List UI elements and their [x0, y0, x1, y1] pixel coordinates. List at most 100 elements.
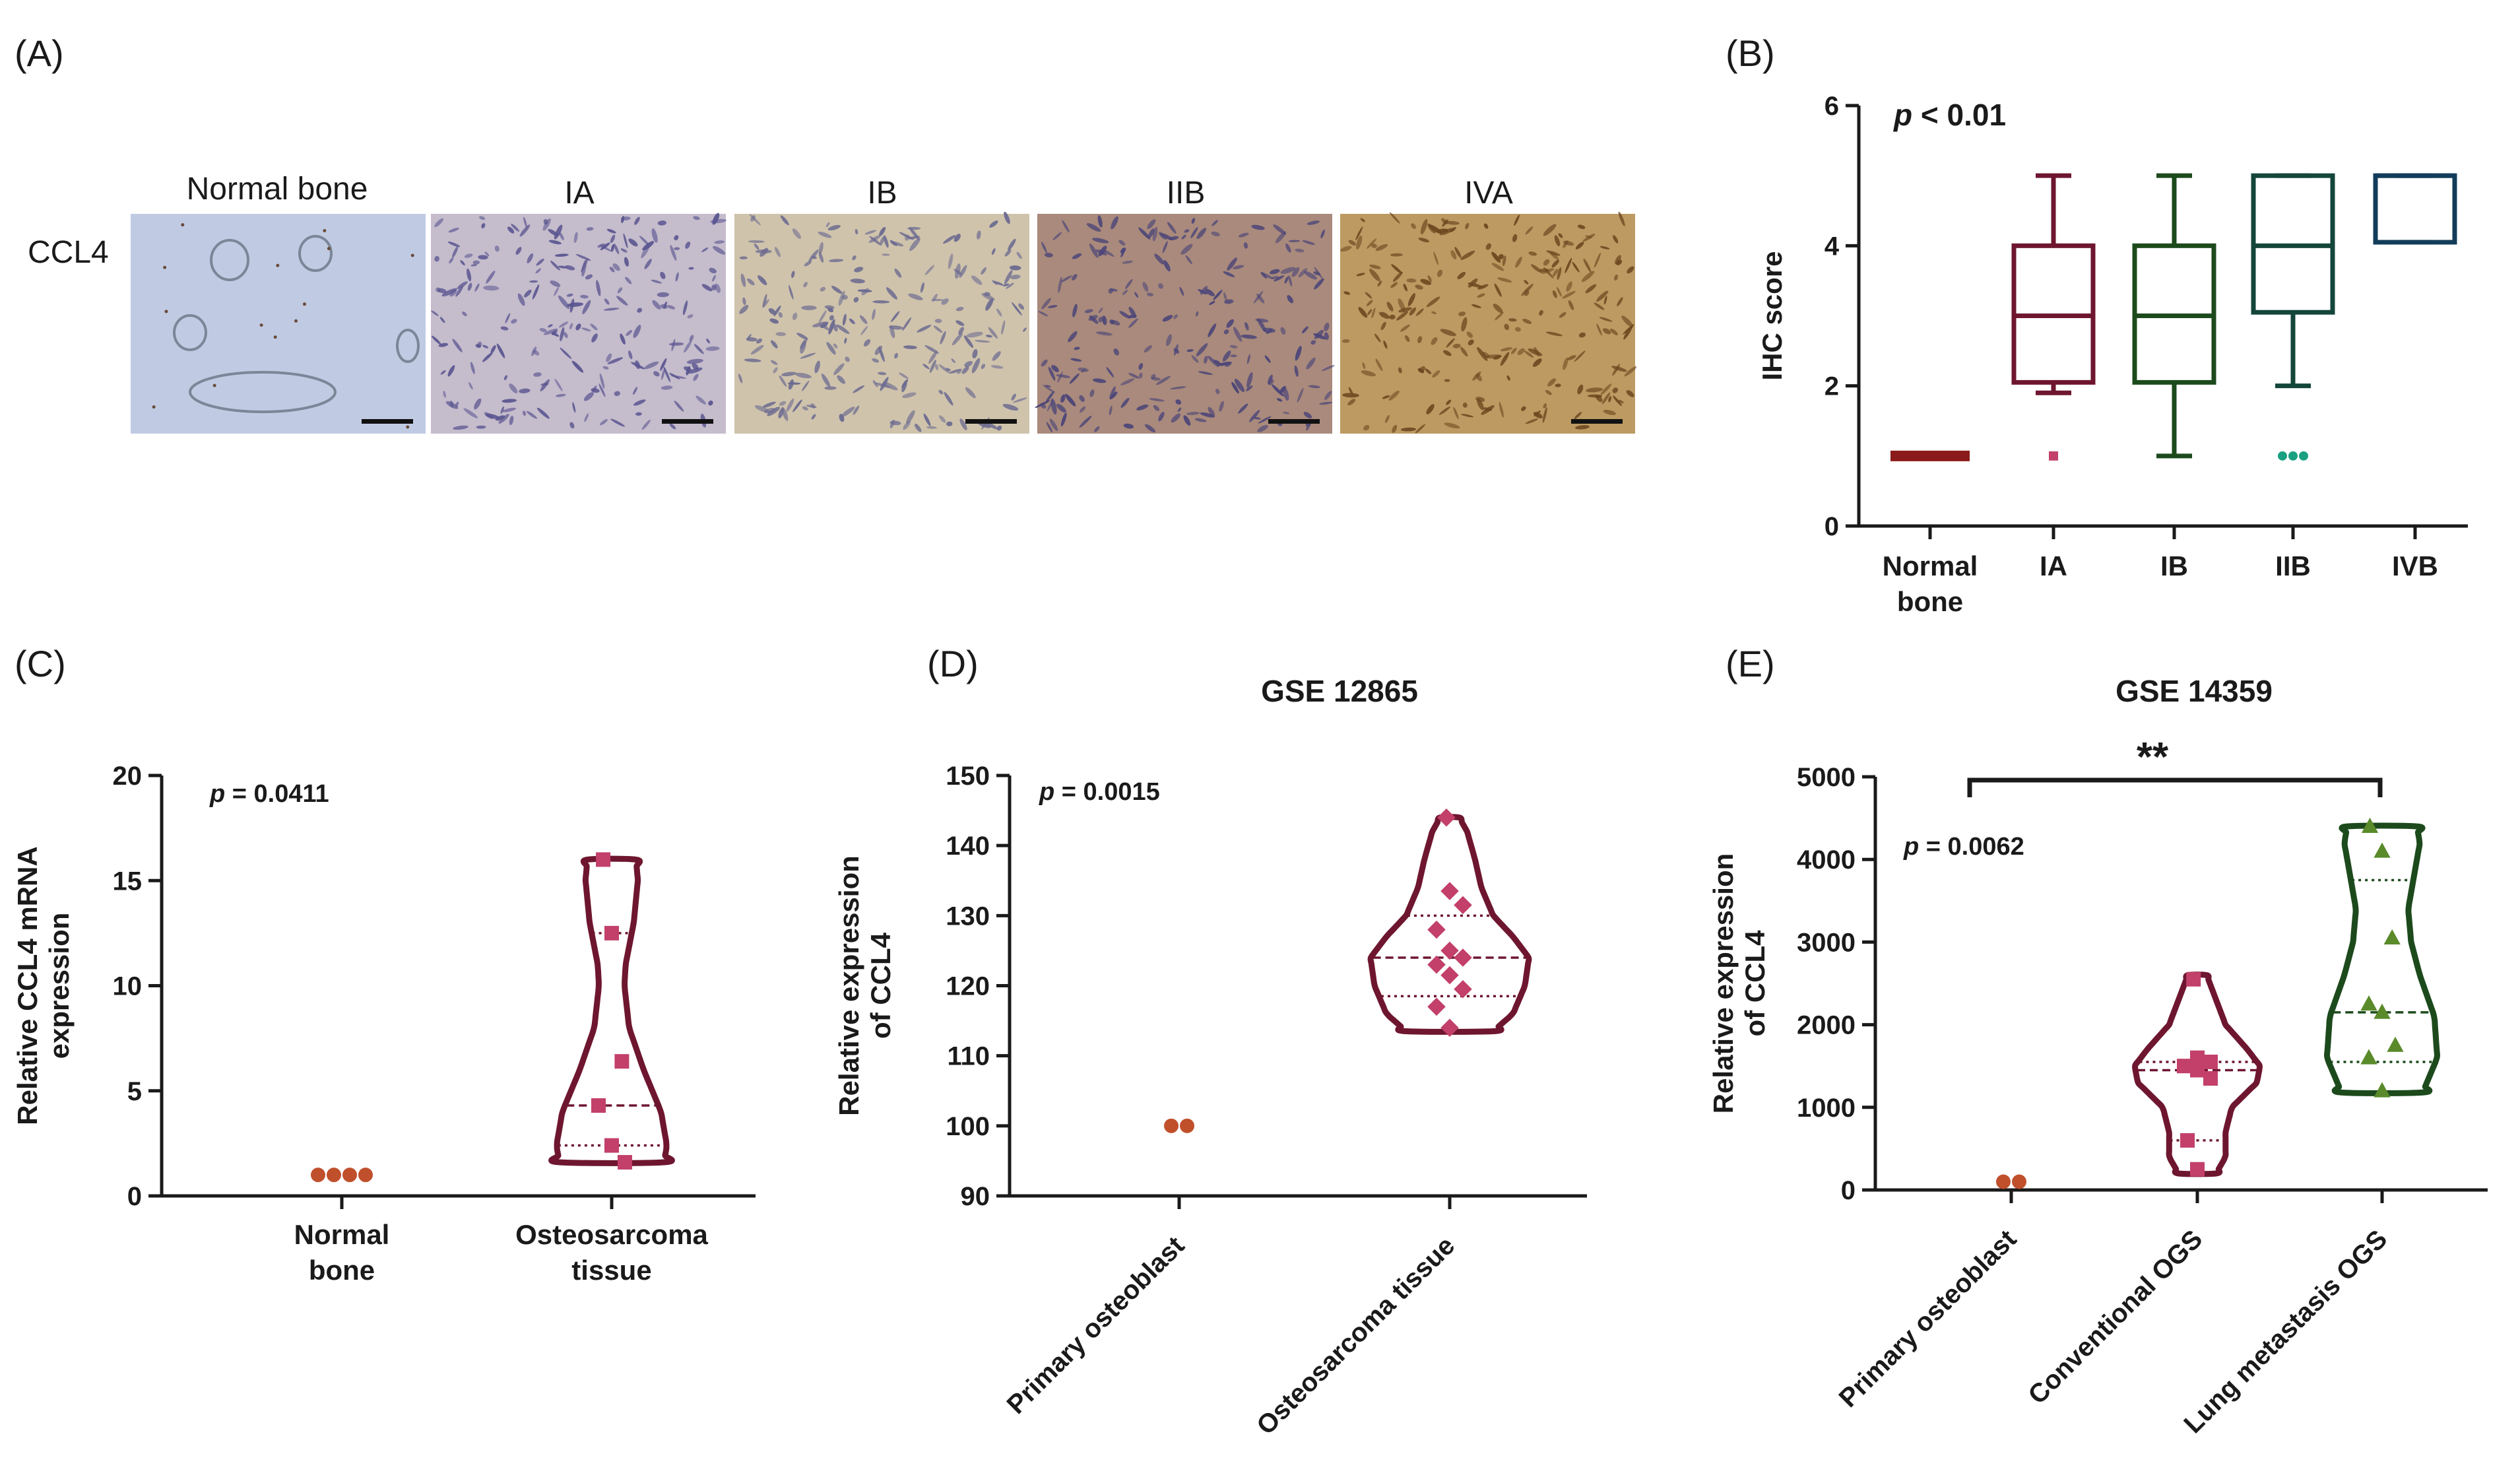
nucleus [1392, 424, 1398, 433]
nucleus [1494, 283, 1502, 297]
nucleus [592, 385, 597, 392]
nucleus [669, 423, 676, 430]
nucleus [637, 308, 643, 313]
nucleus [1452, 343, 1461, 348]
nucleus [624, 257, 629, 267]
panel-e-p-annotation: p = 0.0062 [1903, 833, 2024, 861]
nucleus [1056, 374, 1071, 378]
nucleus [543, 218, 548, 225]
nucleus [1194, 418, 1207, 422]
nucleus [523, 411, 527, 416]
nucleus [1614, 274, 1619, 281]
y-tick-label: 140 [946, 832, 990, 861]
data-point [1440, 966, 1459, 985]
data-point [2387, 1036, 2404, 1052]
significance-stars: ** [2137, 735, 2169, 780]
ccl4-row-label: CCL4 [28, 235, 109, 270]
nucleus [474, 398, 482, 410]
nucleus [964, 361, 973, 368]
nucleus [1618, 211, 1625, 226]
nucleus [1599, 317, 1613, 322]
nucleus [901, 379, 909, 388]
nucleus [1444, 220, 1460, 225]
data-point [1454, 896, 1472, 915]
nucleus [1450, 250, 1457, 259]
nucleus [1321, 365, 1335, 372]
nucleus [1383, 340, 1388, 349]
nucleus [1543, 403, 1547, 409]
nucleus [1120, 378, 1135, 385]
nucleus [928, 350, 938, 364]
nucleus [1369, 269, 1380, 282]
x-tick-label: IVB [2392, 550, 2438, 581]
nucleus [878, 372, 887, 376]
nucleus [1584, 235, 1593, 238]
nucleus [496, 343, 505, 358]
nucleus [841, 294, 848, 300]
nucleus [1011, 393, 1016, 401]
nucleus [484, 251, 490, 257]
speck [302, 302, 306, 306]
nucleus [756, 338, 763, 344]
y-tick-label: 0 [1825, 512, 1839, 541]
nucleus [443, 390, 446, 398]
nucleus [1314, 329, 1324, 339]
nucleus [882, 381, 898, 391]
nucleus [819, 242, 824, 255]
nucleus [943, 235, 956, 244]
nucleus [500, 406, 505, 414]
nucleus [1047, 305, 1058, 308]
data-point [2190, 1050, 2205, 1065]
nucleus [1389, 314, 1396, 320]
nucleus [1534, 410, 1541, 416]
nucleus [1196, 343, 1208, 356]
nucleus [449, 401, 454, 408]
nucleus [1508, 318, 1517, 322]
nucleus [476, 425, 486, 429]
nucleus [674, 247, 680, 250]
p-value: = 0.0062 [1919, 833, 2024, 861]
nucleus [739, 256, 748, 259]
nucleus [1008, 238, 1016, 251]
nucleus [1041, 359, 1048, 367]
nucleus [792, 228, 801, 239]
nucleus [833, 323, 838, 332]
nucleus [1047, 400, 1053, 412]
nucleus [796, 333, 808, 340]
nucleus [1146, 292, 1154, 297]
nucleus [1371, 308, 1376, 319]
nucleus [1343, 291, 1351, 295]
nucleus [1288, 275, 1293, 286]
nucleus [1581, 271, 1595, 282]
nucleus [1191, 218, 1196, 224]
nucleus [1441, 218, 1448, 224]
nucleus [923, 413, 931, 426]
nucleus [781, 372, 796, 377]
nucleus [1095, 249, 1107, 255]
nucleus [906, 410, 915, 424]
nucleus [1627, 266, 1634, 274]
nucleus [1208, 356, 1219, 368]
nucleus [996, 308, 1002, 317]
nucleus [1295, 346, 1302, 361]
nucleus [1512, 234, 1518, 242]
nucleus [701, 247, 709, 252]
nucleus [694, 344, 704, 354]
nucleus [1052, 232, 1062, 240]
nucleus [1457, 272, 1466, 280]
nucleus [801, 305, 817, 310]
nucleus [1367, 309, 1373, 315]
panel-d-p-annotation: p = 0.0015 [1039, 778, 1160, 806]
nucleus [472, 260, 480, 265]
nucleus [1125, 279, 1133, 289]
nucleus [1602, 328, 1611, 335]
nucleus [802, 406, 808, 411]
nucleus [1612, 387, 1619, 393]
nucleus [827, 224, 841, 231]
nucleus [1152, 226, 1158, 242]
nucleus [482, 352, 493, 362]
nucleus [550, 260, 560, 271]
nucleus [812, 321, 829, 327]
nucleus [434, 218, 444, 228]
nucleus [1547, 378, 1556, 387]
